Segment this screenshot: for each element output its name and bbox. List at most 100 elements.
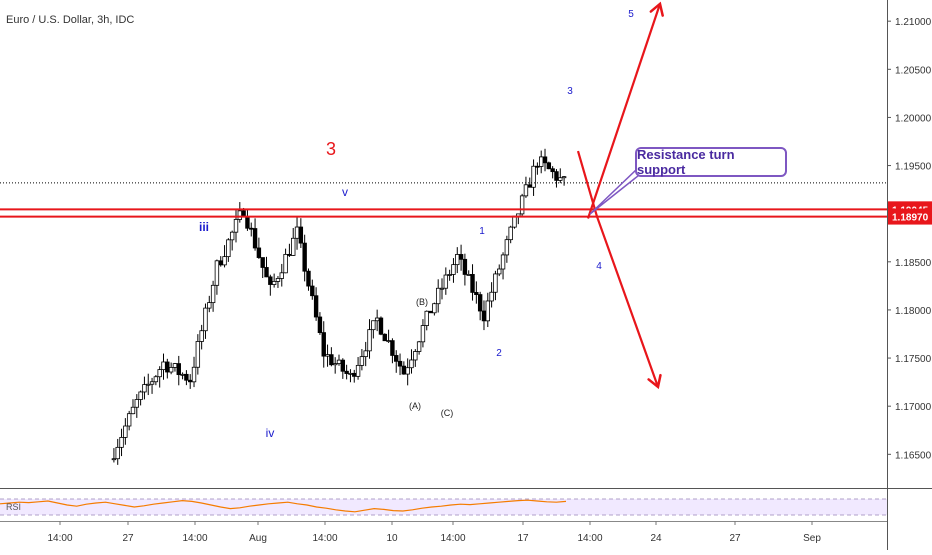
wave-label: 3 <box>326 139 336 159</box>
candle-body <box>542 156 548 164</box>
wave-label: (A) <box>409 401 421 411</box>
candle-body <box>512 215 517 228</box>
candle-body <box>153 376 159 383</box>
price-tick-label: 1.17000 <box>895 402 932 413</box>
candle-body <box>291 237 296 256</box>
candle-body <box>149 381 155 385</box>
candle-body <box>413 351 418 361</box>
candle-body <box>176 363 181 376</box>
candle-body <box>298 226 304 244</box>
candle-body <box>477 294 483 312</box>
candle-body <box>329 354 334 366</box>
candle-body <box>210 284 216 304</box>
candle-body <box>355 364 361 377</box>
candle-body <box>397 360 403 367</box>
wave-label: 5 <box>628 9 634 20</box>
wave-label: (C) <box>441 408 454 418</box>
candle-body <box>233 219 239 233</box>
candle-body <box>138 391 143 400</box>
candle-body <box>195 341 201 368</box>
wave-label: (B) <box>416 297 428 307</box>
candle-body <box>523 184 529 197</box>
rsi-line <box>0 499 567 513</box>
candle-body <box>252 228 258 249</box>
candle-body <box>561 176 567 179</box>
price-tick-label: 1.18000 <box>895 306 932 317</box>
candle-body <box>352 372 357 377</box>
candle-body <box>245 216 250 229</box>
candle-body <box>348 372 353 375</box>
candle-body <box>237 210 243 220</box>
candle-body <box>435 287 441 305</box>
candle-body <box>191 366 197 383</box>
wave-label: 2 <box>496 348 502 359</box>
wave-label: v <box>342 185 348 199</box>
price-tick-label: 1.16500 <box>895 450 932 461</box>
candle-body <box>428 310 433 314</box>
candle-body <box>527 184 532 188</box>
candle-body <box>207 302 212 309</box>
candle-body <box>374 317 380 322</box>
candle-body <box>378 317 384 335</box>
candle-body <box>157 369 162 378</box>
time-tick-label: 14:00 <box>47 533 72 544</box>
time-axis: 14:00 27 14:00 Aug 14:00 10 14:00 17 14:00 24 27 Se… <box>47 521 821 544</box>
candle-body <box>325 354 330 357</box>
candle-body <box>283 253 288 274</box>
candle-body <box>474 292 479 295</box>
candle-body <box>111 458 117 461</box>
time-tick-label: 27 <box>729 533 741 544</box>
time-tick-label: 14:00 <box>312 533 337 544</box>
rsi-label: RSI <box>6 502 21 512</box>
price-tick-label: 1.17500 <box>895 354 932 365</box>
time-tick-label: 17 <box>517 533 529 544</box>
annotation-box[interactable]: Resistance turn support <box>635 147 787 177</box>
time-tick-label: 10 <box>386 533 398 544</box>
candle-body <box>420 325 426 343</box>
candle-body <box>336 359 342 364</box>
time-tick-label: 14:00 <box>440 533 465 544</box>
time-tick-label: Aug <box>249 533 267 544</box>
candle-body <box>184 373 189 381</box>
candle-body <box>321 332 326 357</box>
candle-body <box>390 340 395 356</box>
candle-body <box>382 333 387 342</box>
candle-body <box>134 399 139 408</box>
candle-body <box>310 285 315 297</box>
candle-body <box>546 162 552 170</box>
wave-label: 1 <box>479 226 485 237</box>
candle-body <box>405 367 410 375</box>
candle-body <box>222 256 227 266</box>
candle-body <box>394 355 399 362</box>
candle-body <box>199 330 204 342</box>
candle-body <box>363 350 368 358</box>
candle-body <box>443 274 449 289</box>
candle-body <box>432 303 437 314</box>
candle-body <box>119 437 124 448</box>
wave-label: iii <box>199 220 209 234</box>
candle-body <box>249 227 254 230</box>
candle-body <box>371 320 376 331</box>
candle-body <box>416 341 422 352</box>
price-tick-label: 1.20500 <box>895 65 932 76</box>
candle-body <box>260 257 265 268</box>
price-tick-label: 1.21000 <box>895 17 932 28</box>
candle-body <box>271 281 277 285</box>
candle-body <box>172 363 178 368</box>
candle-body <box>455 254 460 266</box>
candle-body <box>306 270 311 287</box>
candle-body <box>126 413 132 427</box>
candle-body <box>115 446 120 460</box>
wave-label: 4 <box>596 261 602 272</box>
wave-label: iv <box>266 426 275 440</box>
candle-body <box>485 300 490 322</box>
candle-body <box>481 310 487 322</box>
time-tick-label: Sep <box>803 533 821 544</box>
candle-body <box>275 278 281 282</box>
candle-body <box>226 239 231 258</box>
candle-body <box>493 273 498 293</box>
candle-body <box>439 287 445 290</box>
candle-body <box>344 370 349 374</box>
time-tick-label: 24 <box>650 533 662 544</box>
